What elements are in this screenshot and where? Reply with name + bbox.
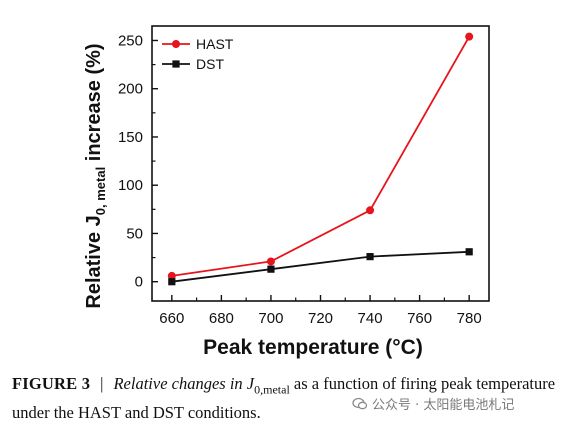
x-tick-label: 660 (159, 310, 184, 327)
x-tick-label: 700 (258, 310, 283, 327)
legend-label-dst: DST (196, 56, 224, 72)
legend-marker-hast (172, 40, 180, 48)
x-tick-label: 760 (407, 310, 432, 327)
x-tick-label: 720 (308, 310, 333, 327)
wechat-icon (352, 397, 368, 409)
legend-marker-dst (172, 60, 180, 68)
caption-subscript: 0,metal (254, 382, 290, 397)
legend-label-hast: HAST (196, 36, 234, 52)
data-point-hast (366, 206, 375, 215)
caption-text-pre: Relative changes in J (113, 374, 255, 393)
data-point-dst (267, 265, 275, 273)
data-point-hast (465, 32, 474, 41)
chart: Relative J0, metal increase (%) Peak tem… (83, 25, 490, 359)
watermark: 公众号 · 太阳能电池札记 (352, 394, 514, 413)
y-tick-label: 200 (118, 81, 143, 98)
data-point-dst (366, 253, 374, 261)
y-tick-label: 0 (135, 274, 143, 291)
series-line-hast (171, 36, 470, 277)
series-line-dst (171, 250, 470, 283)
caption-label: FIGURE 3 (12, 374, 91, 393)
data-point-dst (465, 248, 473, 256)
x-tick-label: 740 (358, 310, 383, 327)
x-axis-title: Peak temperature (°C) (203, 336, 423, 359)
data-point-dst (168, 278, 176, 286)
data-point-hast (266, 257, 275, 266)
y-tick-label: 150 (118, 129, 143, 146)
figure-caption: FIGURE 3 | Relative changes in J0,metal as… (12, 372, 568, 424)
x-tick-label: 780 (457, 310, 482, 327)
y-tick-label: 50 (126, 225, 143, 242)
svg-text:Relative J0, metal increase (%: Relative J0, metal increase (%) (83, 43, 108, 308)
watermark-text: 公众号 · 太阳能电池札记 (372, 398, 515, 413)
caption-text-post: as a function of firing peak temperature… (12, 374, 556, 423)
x-tick-label: 680 (209, 310, 234, 327)
caption-separator: | (100, 374, 104, 393)
y-tick-label: 250 (118, 32, 143, 49)
y-tick-label: 100 (118, 177, 143, 194)
data-point-hast (167, 271, 176, 280)
y-axis-title: Relative J0, metal increase (%) (83, 43, 108, 308)
